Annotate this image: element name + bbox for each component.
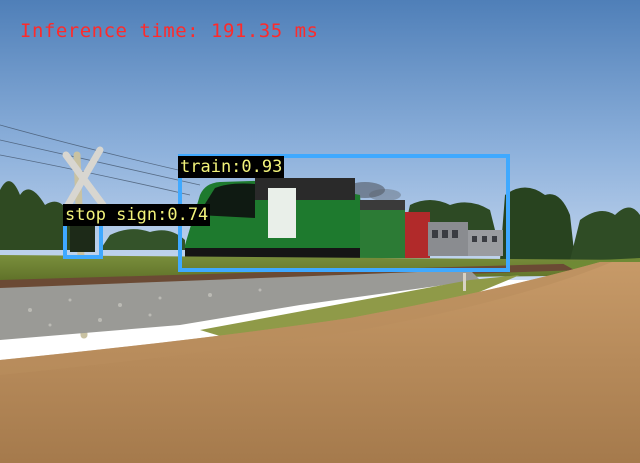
inference-time-label: Inference time: 191.35 ms [20,20,319,42]
detection-label-train: train:0.93 [178,156,285,178]
dirt-road [0,262,640,463]
ballast [0,270,480,340]
crossbuck [62,146,107,339]
detection-label-stop-sign: stop sign:0.74 [63,204,211,226]
